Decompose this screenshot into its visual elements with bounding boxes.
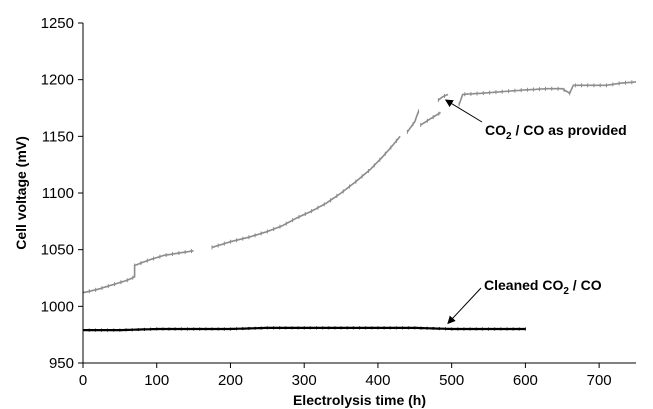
annotation-arrow bbox=[444, 99, 483, 123]
y-axis-ticks: 950 1000 1050 1100 1150 1200 1250 bbox=[41, 15, 83, 372]
series-line-segment bbox=[420, 111, 442, 126]
x-tick-label: 100 bbox=[144, 372, 169, 389]
annotation-text-main: CO bbox=[485, 122, 506, 138]
annotation-label: Cleaned CO2 / CO bbox=[484, 277, 602, 297]
x-tick-label: 500 bbox=[439, 372, 464, 389]
y-axis-title: Cell voltage (mV) bbox=[13, 136, 29, 250]
x-tick-label: 0 bbox=[79, 372, 87, 389]
series-line-segment bbox=[406, 111, 420, 133]
x-tick-label: 600 bbox=[513, 372, 538, 389]
annotation-subscript: 2 bbox=[563, 286, 569, 297]
series-line-segment bbox=[82, 250, 194, 294]
series-line-segment bbox=[211, 135, 401, 249]
annotation-arrow bbox=[447, 287, 482, 325]
x-axis-ticks: 0 100 200 300 400 500 600 700 bbox=[79, 363, 612, 389]
y-tick-label: 1250 bbox=[41, 15, 74, 32]
annotation-subscript: 2 bbox=[506, 131, 512, 142]
annotation-text-rest: / CO bbox=[569, 277, 602, 293]
y-tick-label: 1050 bbox=[41, 242, 74, 259]
annotation-as-provided: CO2 / CO as provided bbox=[444, 99, 627, 142]
series-as-provided bbox=[82, 80, 637, 295]
series-line-segment bbox=[437, 93, 449, 101]
x-tick-label: 400 bbox=[365, 372, 390, 389]
y-tick-label: 1200 bbox=[41, 72, 74, 89]
x-tick-label: 200 bbox=[218, 372, 243, 389]
series-line-segment bbox=[458, 81, 637, 105]
axes: 0 100 200 300 400 500 600 700 950 1000 1050 1100 11… bbox=[41, 15, 636, 389]
plot-lines bbox=[82, 80, 637, 332]
y-tick-label: 950 bbox=[49, 355, 74, 372]
series-cleaned bbox=[82, 326, 526, 332]
x-tick-label: 300 bbox=[292, 372, 317, 389]
y-tick-label: 1000 bbox=[41, 298, 74, 315]
annotation-text-rest: / CO as provided bbox=[512, 122, 627, 138]
x-tick-label: 700 bbox=[587, 372, 612, 389]
y-tick-label: 1150 bbox=[42, 128, 74, 145]
x-axis-title: Electrolysis time (h) bbox=[293, 392, 426, 408]
y-tick-label: 1100 bbox=[42, 185, 74, 202]
annotation-label: CO2 / CO as provided bbox=[485, 122, 627, 142]
annotation-cleaned: Cleaned CO2 / CO bbox=[447, 277, 602, 325]
annotation-text-main: Cleaned CO bbox=[484, 277, 563, 293]
